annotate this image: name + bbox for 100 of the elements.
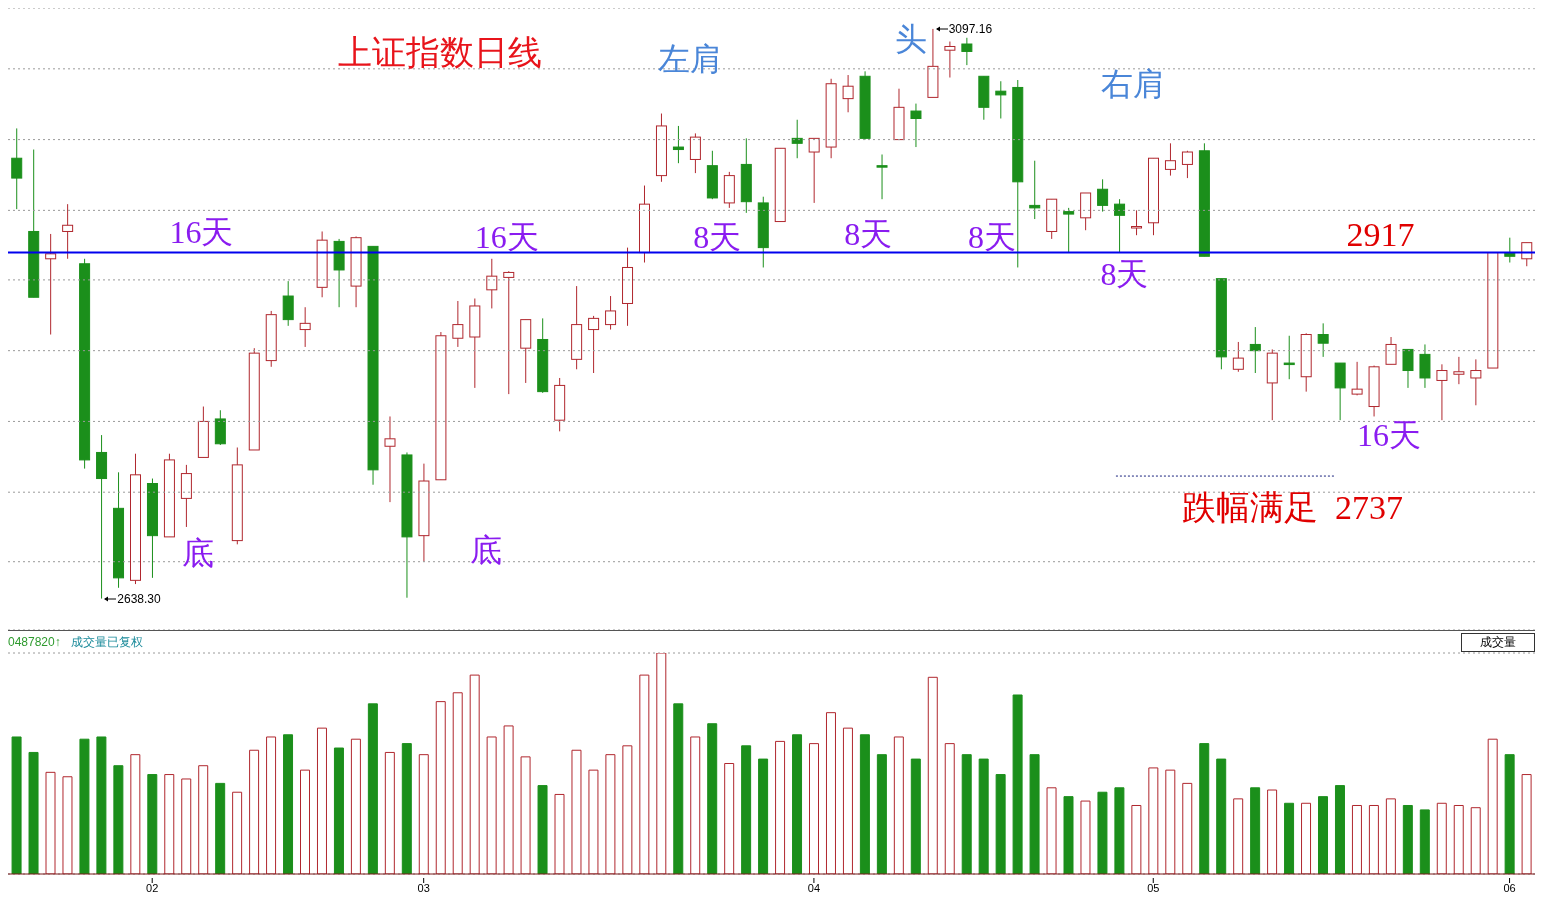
bar <box>1351 804 1362 874</box>
annotation: 头 <box>894 20 927 60</box>
candlestick <box>842 74 854 113</box>
bar <box>571 749 582 874</box>
candlestick <box>588 315 600 374</box>
bar <box>79 738 90 874</box>
annotation: 底 <box>182 534 215 574</box>
candlestick <box>1470 358 1482 406</box>
bar <box>266 736 277 874</box>
text: 上证指数日线 <box>338 33 542 73</box>
bar <box>1182 782 1193 874</box>
bar <box>452 692 463 874</box>
bar <box>876 754 887 874</box>
bar <box>1216 758 1227 874</box>
bar <box>1334 785 1345 874</box>
annotation: 16天 <box>169 212 234 252</box>
bar <box>418 754 429 874</box>
annotation: 8天 <box>968 217 1017 257</box>
bar <box>1080 800 1091 874</box>
candlestick <box>1131 209 1143 236</box>
candlestick <box>605 295 617 331</box>
candlestick <box>876 154 888 200</box>
bar <box>520 756 531 874</box>
candlestick <box>1232 341 1244 373</box>
candlestick <box>282 280 294 327</box>
bar <box>249 749 260 874</box>
annotation: 8天 <box>1100 254 1149 294</box>
bar <box>707 723 718 874</box>
bar <box>1250 787 1261 874</box>
bar <box>1063 796 1074 874</box>
bar <box>147 774 158 874</box>
bar <box>367 703 378 874</box>
candlestick <box>1164 142 1176 177</box>
candlestick <box>1351 361 1363 396</box>
bar <box>809 743 820 874</box>
bar <box>944 743 955 874</box>
ref-line-label: 2917 <box>1346 216 1415 255</box>
bar <box>164 774 175 874</box>
candlestick <box>486 258 498 309</box>
bar <box>910 758 921 874</box>
candlestick <box>11 127 23 210</box>
bar <box>1233 798 1244 874</box>
bar <box>1385 798 1396 874</box>
bar <box>469 674 480 874</box>
bar <box>1284 802 1295 874</box>
candlestick <box>1436 363 1448 421</box>
bar <box>588 769 599 874</box>
bar <box>622 745 633 874</box>
bar <box>333 747 344 874</box>
annotation: 右肩 <box>1100 64 1165 104</box>
bar <box>1301 802 1312 874</box>
bar <box>113 765 124 874</box>
bar <box>503 725 514 874</box>
annotation: 8天 <box>693 217 742 257</box>
bar <box>554 793 565 874</box>
bar <box>1521 774 1532 874</box>
bar <box>656 653 667 874</box>
bar <box>1470 807 1481 874</box>
bar <box>961 754 972 874</box>
bar <box>927 676 938 874</box>
annotation: 16天 <box>1357 416 1422 456</box>
bar <box>537 785 548 874</box>
bar <box>741 745 752 874</box>
bar <box>1267 789 1278 874</box>
bar <box>825 712 836 874</box>
bar <box>995 774 1006 874</box>
bar <box>1114 787 1125 874</box>
bar <box>859 734 870 874</box>
candlestick <box>910 103 922 148</box>
bar <box>724 763 735 874</box>
bar <box>1029 754 1040 874</box>
bar <box>384 751 395 874</box>
candlestick <box>62 203 74 260</box>
bar <box>1453 804 1464 874</box>
bar <box>1436 802 1447 874</box>
bar <box>62 776 73 874</box>
bar <box>978 758 989 874</box>
candlestick <box>995 80 1007 119</box>
annotation: 3097.16 <box>948 21 993 36</box>
bar <box>435 701 446 874</box>
annotation: 16天 <box>474 217 539 257</box>
bar <box>283 734 294 874</box>
bar <box>673 703 684 874</box>
bar <box>198 765 209 874</box>
bar <box>486 736 497 874</box>
candlestick <box>299 306 311 348</box>
candlestick <box>1453 356 1465 385</box>
bar <box>1487 738 1498 874</box>
bar <box>1131 804 1142 874</box>
annotation: 8天 <box>844 215 893 255</box>
candlestick <box>689 132 701 174</box>
candlestick <box>1402 348 1414 389</box>
bar <box>232 791 243 874</box>
bar <box>215 782 226 874</box>
bar <box>792 734 803 874</box>
candlestick <box>503 270 515 395</box>
bar <box>96 736 107 874</box>
bar <box>1148 767 1159 874</box>
candlestick <box>808 137 820 204</box>
bar <box>1419 809 1430 874</box>
